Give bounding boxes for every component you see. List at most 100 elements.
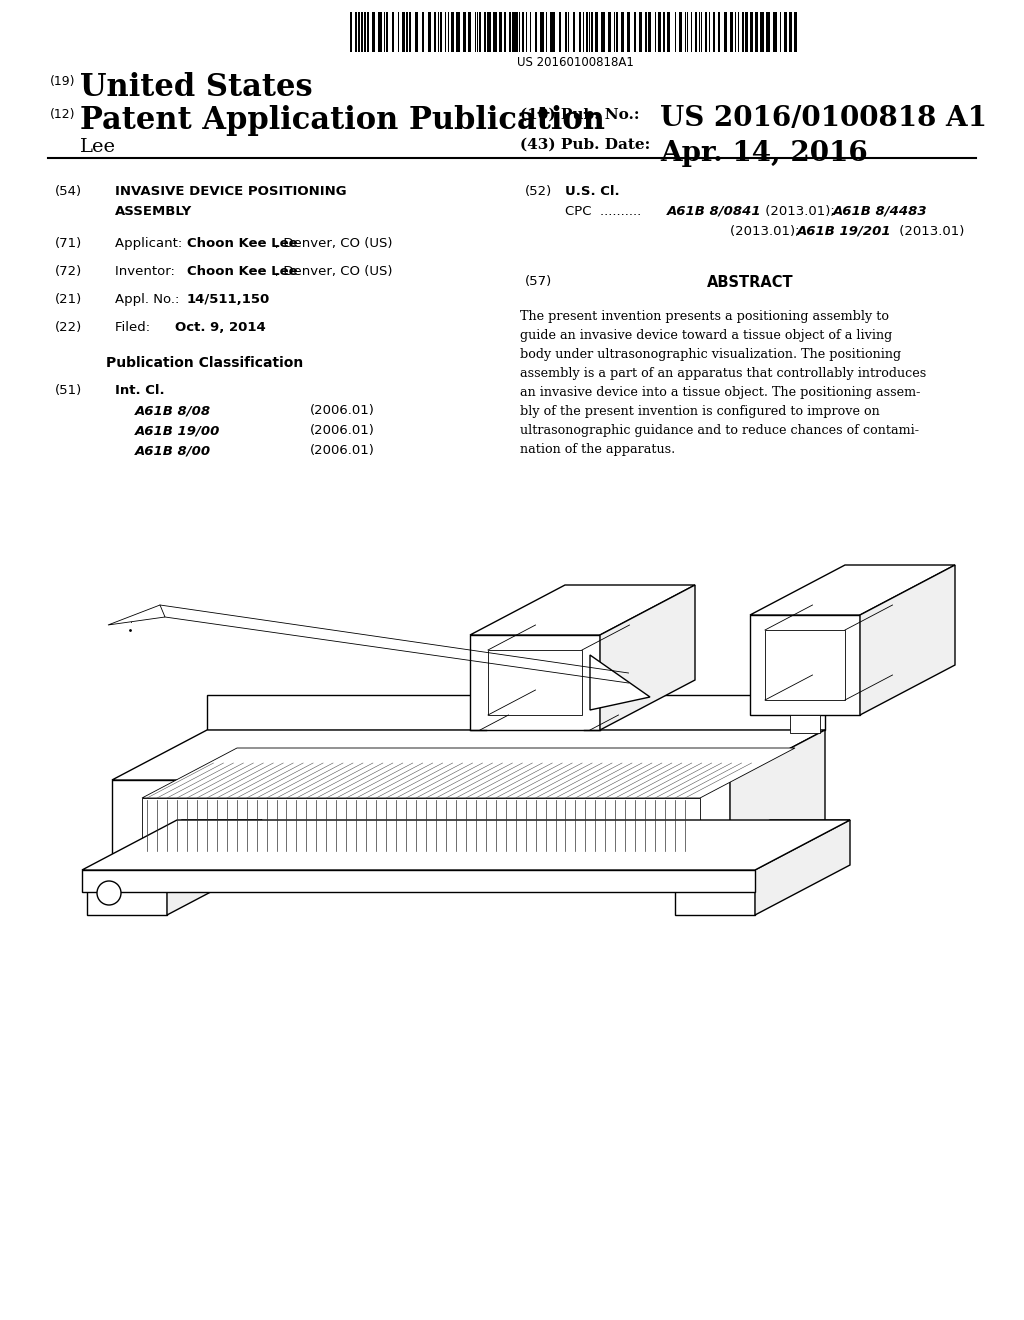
- Text: an invasive device into a tissue object. The positioning assem-: an invasive device into a tissue object.…: [520, 385, 921, 399]
- Text: (22): (22): [55, 321, 82, 334]
- Bar: [779, 12, 781, 51]
- Polygon shape: [675, 870, 755, 915]
- Bar: [741, 12, 744, 51]
- Text: Lee: Lee: [80, 139, 116, 156]
- Bar: [410, 12, 411, 51]
- Bar: [499, 12, 502, 51]
- Bar: [622, 12, 624, 51]
- Bar: [487, 12, 490, 51]
- Text: bly of the present invention is configured to improve on: bly of the present invention is configur…: [520, 405, 880, 418]
- Bar: [695, 12, 696, 51]
- Text: ASSEMBLY: ASSEMBLY: [115, 205, 193, 218]
- Text: (21): (21): [55, 293, 82, 306]
- Bar: [714, 12, 715, 51]
- Polygon shape: [82, 870, 755, 892]
- Text: A61B 8/00: A61B 8/00: [135, 444, 211, 457]
- Bar: [540, 12, 544, 51]
- Bar: [773, 12, 777, 51]
- Bar: [355, 12, 357, 51]
- Polygon shape: [82, 820, 850, 870]
- Text: (2006.01): (2006.01): [310, 424, 375, 437]
- Bar: [468, 12, 471, 51]
- Text: A61B 8/4483: A61B 8/4483: [833, 205, 928, 218]
- Text: Int. Cl.: Int. Cl.: [115, 384, 165, 397]
- Text: Appl. No.:: Appl. No.:: [115, 293, 187, 306]
- Text: INVASIVE DEVICE POSITIONING: INVASIVE DEVICE POSITIONING: [115, 185, 347, 198]
- Polygon shape: [207, 696, 825, 730]
- Bar: [657, 12, 662, 51]
- Bar: [565, 12, 567, 51]
- Text: (2013.01);: (2013.01);: [730, 224, 804, 238]
- Text: United States: United States: [80, 73, 312, 103]
- Bar: [579, 12, 581, 51]
- Text: (51): (51): [55, 384, 82, 397]
- Text: Choon Kee Lee: Choon Kee Lee: [187, 238, 298, 249]
- Text: (2013.01);: (2013.01);: [761, 205, 839, 218]
- Bar: [391, 12, 394, 51]
- Bar: [553, 12, 555, 51]
- Bar: [724, 12, 727, 51]
- Polygon shape: [470, 585, 695, 635]
- Circle shape: [97, 880, 121, 906]
- Polygon shape: [112, 780, 730, 870]
- Bar: [601, 12, 604, 51]
- Polygon shape: [470, 635, 600, 730]
- Text: (2006.01): (2006.01): [310, 404, 375, 417]
- Bar: [350, 12, 352, 51]
- Bar: [730, 12, 733, 51]
- Bar: [679, 12, 682, 51]
- Text: CPC  ..........: CPC ..........: [565, 205, 641, 218]
- Polygon shape: [167, 820, 262, 915]
- Bar: [535, 12, 537, 51]
- Text: A61B 8/0841: A61B 8/0841: [667, 205, 762, 218]
- Bar: [440, 12, 442, 51]
- Text: (54): (54): [55, 185, 82, 198]
- Text: (57): (57): [525, 275, 552, 288]
- Text: A61B 8/08: A61B 8/08: [135, 404, 211, 417]
- Polygon shape: [730, 730, 825, 870]
- Bar: [559, 12, 561, 51]
- Bar: [358, 12, 359, 51]
- Text: US 20160100818A1: US 20160100818A1: [516, 55, 634, 69]
- Bar: [415, 12, 418, 51]
- Polygon shape: [750, 565, 955, 615]
- Bar: [479, 12, 481, 51]
- Bar: [434, 12, 436, 51]
- Text: (12): (12): [50, 108, 76, 121]
- Text: .: .: [130, 615, 133, 624]
- Polygon shape: [765, 630, 845, 700]
- Text: (19): (19): [50, 75, 76, 88]
- Bar: [572, 12, 575, 51]
- Text: U.S. Cl.: U.S. Cl.: [565, 185, 620, 198]
- Bar: [463, 12, 466, 51]
- Text: , Denver, CO (US): , Denver, CO (US): [275, 238, 392, 249]
- Text: (52): (52): [525, 185, 552, 198]
- Text: A61B 19/201: A61B 19/201: [797, 224, 892, 238]
- Bar: [784, 12, 786, 51]
- Polygon shape: [112, 730, 825, 780]
- Text: Patent Application Publication: Patent Application Publication: [80, 106, 605, 136]
- Polygon shape: [87, 870, 167, 915]
- Text: Apr. 14, 2016: Apr. 14, 2016: [660, 140, 867, 168]
- Text: The present invention presents a positioning assembly to: The present invention presents a positio…: [520, 310, 889, 323]
- Text: (2013.01): (2013.01): [895, 224, 965, 238]
- Bar: [422, 12, 424, 51]
- Bar: [645, 12, 647, 51]
- Bar: [663, 12, 665, 51]
- Bar: [583, 12, 585, 51]
- Bar: [378, 12, 382, 51]
- Text: ultrasonographic guidance and to reduce chances of contami-: ultrasonographic guidance and to reduce …: [520, 424, 919, 437]
- Text: (43) Pub. Date:: (43) Pub. Date:: [520, 139, 650, 152]
- Bar: [372, 12, 375, 51]
- Bar: [616, 12, 617, 51]
- Text: (2006.01): (2006.01): [310, 444, 375, 457]
- Polygon shape: [790, 715, 820, 733]
- Polygon shape: [600, 585, 695, 730]
- Text: ABSTRACT: ABSTRACT: [707, 275, 794, 290]
- Bar: [444, 12, 446, 51]
- Bar: [794, 12, 798, 51]
- Bar: [760, 12, 764, 51]
- Text: assembly is a part of an apparatus that controllably introduces: assembly is a part of an apparatus that …: [520, 367, 927, 380]
- Bar: [639, 12, 642, 51]
- Bar: [456, 12, 460, 51]
